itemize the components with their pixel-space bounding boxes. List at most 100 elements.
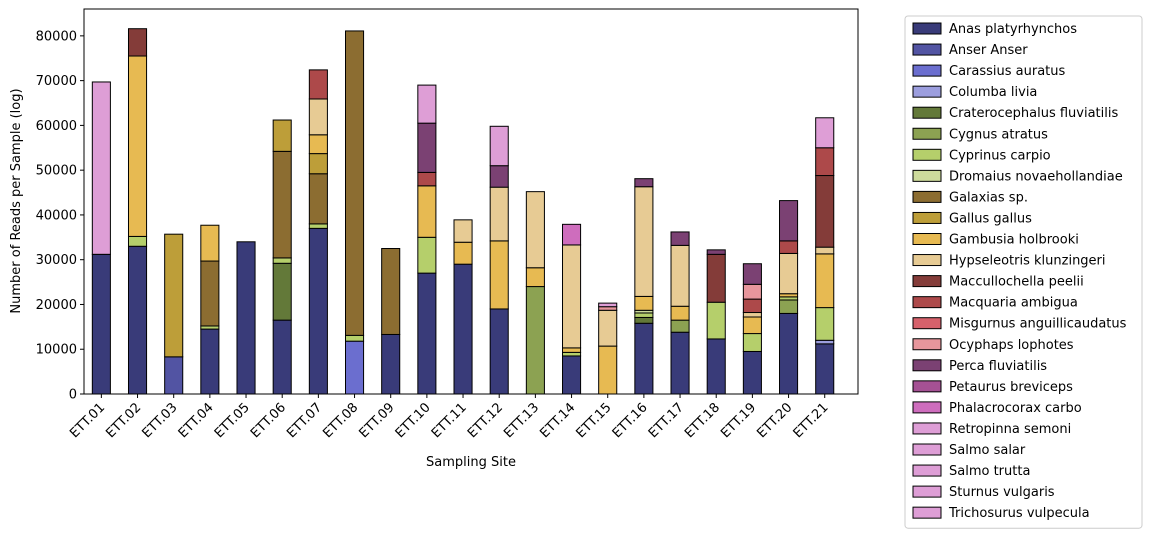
legend-frame (904, 15, 1143, 529)
bar-ett-19-cyprinus-carpio (742, 333, 762, 352)
x-tick-label: ETT.10 (393, 400, 434, 441)
legend-swatch-misgurnus-anguillicaudatus (912, 317, 942, 330)
legend-label-retropinna-semoni: Retropinna semoni (949, 422, 1071, 437)
y-tick-label: 10000 (36, 343, 77, 358)
bar-ett-21-cyprinus-carpio (815, 307, 835, 341)
bar-ett-10-macquaria-ambigua (417, 171, 437, 187)
bar-ett-14-cyprinus-carpio (562, 351, 582, 357)
bar-ett-12-sturnus-vulgaris (489, 125, 509, 167)
x-tick-label: ETT.08 (320, 400, 361, 441)
x-tick-label: ETT.07 (284, 400, 325, 441)
bar-ett-12-perca-fluviatilis (489, 165, 509, 188)
bar-ett-04-gambusia-holbrooki (200, 224, 220, 262)
bar-ett-17-perca-fluviatilis (670, 231, 690, 246)
bar-ett-07-hypseleotris-klunzingeri (308, 98, 328, 136)
legend-label-perca-fluviatilis: Perca fluviatilis (949, 359, 1047, 374)
legend-swatch-maccullochella-peelii (912, 275, 942, 288)
bar-ett-11-hypseleotris-klunzingeri (453, 219, 473, 243)
y-tick-label: 0 (69, 388, 77, 403)
legend-swatch-macquaria-ambigua (912, 296, 942, 309)
bar-ett-06-craterocephalus-fluviatilis (272, 262, 292, 321)
x-tick-label: ETT.15 (574, 400, 615, 441)
legend-swatch-galaxias-sp (912, 190, 942, 203)
bar-ett-03-anser-anser (164, 356, 184, 395)
y-tick-label: 50000 (36, 164, 77, 179)
bar-ett-12-anas-platyrhynchos (489, 308, 509, 395)
bar-ett-10-perca-fluviatilis (417, 122, 437, 173)
legend-label-trichosurus-vulpecula: Trichosurus vulpecula (948, 506, 1090, 521)
bar-ett-16-gambusia-holbrooki (634, 295, 654, 311)
bar-ett-16-hypseleotris-klunzingeri (634, 186, 654, 297)
bar-ett-13-gambusia-holbrooki (525, 267, 545, 288)
y-tick-label: 20000 (36, 298, 77, 313)
legend-swatch-salmo-salar (912, 443, 942, 456)
bar-ett-15-hypseleotris-klunzingeri (598, 309, 618, 347)
bar-ett-10-anas-platyrhynchos (417, 272, 437, 395)
legend-label-cygnus-atratus: Cygnus atratus (949, 127, 1048, 142)
bar-ett-17-cygnus-atratus (670, 319, 690, 333)
bar-ett-10-cyprinus-carpio (417, 236, 437, 274)
bar-ett-19-hypseleotris-klunzingeri (742, 312, 762, 318)
plot-frame (83, 8, 859, 395)
bar-ett-18-perca-fluviatilis (706, 249, 726, 255)
bar-ett-10-sturnus-vulgaris (417, 84, 437, 124)
bar-ett-14-anas-platyrhynchos (562, 355, 582, 395)
legend-swatch-hypseleotris-klunzingeri (912, 254, 942, 267)
bar-ett-19-perca-fluviatilis (742, 263, 762, 285)
legend-label-anas-platyrhynchos: Anas platyrhynchos (949, 22, 1077, 37)
x-tick-label: ETT.17 (646, 400, 687, 441)
bar-ett-02-gambusia-holbrooki (127, 55, 148, 237)
bar-ett-07-macquaria-ambigua (308, 69, 328, 100)
y-tick-label: 70000 (36, 74, 77, 89)
bar-ett-19-macquaria-ambigua (742, 298, 762, 314)
legend-label-petaurus-breviceps: Petaurus breviceps (949, 380, 1073, 395)
x-tick-label: ETT.19 (718, 400, 759, 441)
bar-ett-21-macquaria-ambigua (815, 147, 835, 177)
x-tick-label: ETT.01 (67, 400, 108, 441)
bar-ett-01-anas-platyrhynchos (91, 253, 111, 395)
bar-ett-02-anas-platyrhynchos (127, 245, 148, 395)
y-tick-label: 30000 (36, 253, 77, 268)
legend-label-dromaius-novaehollandiae: Dromaius novaehollandiae (949, 169, 1123, 184)
legend-swatch-retropinna-semoni (912, 422, 942, 435)
bar-ett-20-cygnus-atratus (779, 299, 799, 314)
legend: Anas platyrhynchos Anser Anser Carassius a… (904, 15, 1143, 529)
bar-ett-07-cyprinus-carpio (308, 223, 328, 229)
bar-ett-01-sturnus-vulgaris (91, 81, 111, 255)
legend-swatch-gambusia-holbrooki (912, 233, 942, 245)
bar-ett-21-hypseleotris-klunzingeri (815, 246, 835, 255)
bar-ett-06-cyprinus-carpio (272, 257, 292, 264)
bar-ett-13-cygnus-atratus (525, 286, 545, 395)
legend-label-galaxias-sp: Galaxias sp. (949, 190, 1028, 205)
bar-ett-18-anas-platyrhynchos (706, 338, 726, 395)
x-tick-label: ETT.02 (103, 400, 144, 441)
bar-ett-09-anas-platyrhynchos (381, 333, 401, 395)
bar-ett-15-gambusia-holbrooki (598, 345, 618, 395)
x-tick-label: ETT.14 (537, 400, 578, 441)
legend-label-hypseleotris-klunzingeri: Hypseleotris klunzingeri (949, 254, 1106, 269)
bar-ett-19-gambusia-holbrooki (742, 316, 762, 335)
bar-ett-17-anas-platyrhynchos (670, 331, 690, 395)
legend-label-salmo-trutta: Salmo trutta (949, 464, 1030, 479)
bar-ett-16-perca-fluviatilis (634, 178, 654, 188)
bar-ett-16-cyprinus-carpio (634, 312, 654, 318)
bar-ett-15-sturnus-vulgaris (598, 302, 618, 308)
legend-label-ocyphaps-lophotes: Ocyphaps lophotes (949, 338, 1074, 353)
bar-ett-07-gambusia-holbrooki (308, 134, 328, 155)
bar-ett-05-anas-platyrhynchos (236, 241, 256, 395)
y-tick-label: 60000 (36, 119, 77, 134)
bar-ett-02-maccullochella-peelii (127, 28, 148, 57)
legend-label-salmo-salar: Salmo salar (949, 443, 1026, 458)
legend-label-carassius-auratus: Carassius auratus (949, 64, 1066, 79)
bar-ett-21-gambusia-holbrooki (815, 253, 835, 309)
bar-ett-04-anas-platyrhynchos (200, 328, 220, 395)
y-axis-label: Number of Reads per Sample (log) (9, 88, 24, 313)
bar-ett-14-phalacrocorax-carbo (562, 223, 582, 246)
bar-ett-08-galaxias-sp (345, 30, 365, 336)
bar-ett-20-anas-platyrhynchos (779, 312, 799, 395)
bar-ett-06-gallus-gallus (272, 119, 292, 152)
bar-ett-18-maccullochella-peelii (706, 253, 726, 303)
bar-ett-21-anas-platyrhynchos (815, 343, 835, 395)
legend-swatch-trichosurus-vulpecula (912, 506, 942, 519)
